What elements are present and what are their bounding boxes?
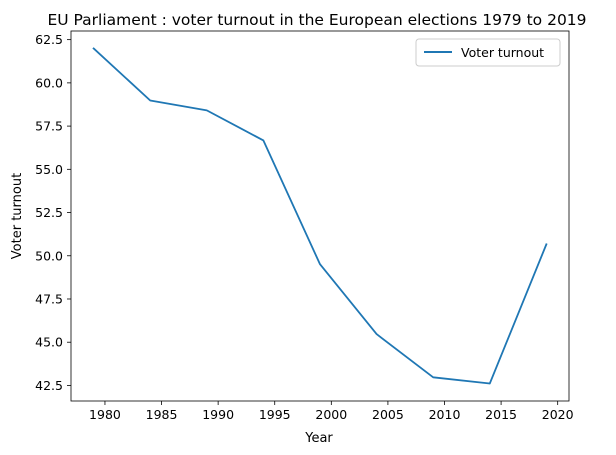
legend-box (415, 38, 561, 67)
data-point (319, 263, 321, 265)
x-tick-label: 1995 (259, 407, 291, 422)
y-tick-label: 57.5 (35, 119, 63, 134)
x-tick-label: 2010 (429, 407, 461, 422)
y-tick-label: 52.5 (35, 205, 63, 220)
data-point (432, 376, 434, 378)
x-tick-label: 1990 (202, 407, 234, 422)
x-axis-ticks: 1980 1985 1990 1995 2000 2005 2010 2015 2020 (89, 401, 574, 422)
x-tick-label: 2000 (315, 407, 347, 422)
y-tick-label: 60.0 (35, 75, 63, 90)
data-point (93, 47, 95, 49)
y-tick-label: 42.5 (35, 378, 63, 393)
data-point (376, 333, 378, 335)
x-tick-label: 2005 (372, 407, 404, 422)
y-tick-label: 47.5 (35, 291, 63, 306)
series-lines (92, 47, 548, 385)
legend: Voter turnout (415, 38, 561, 67)
y-tick-label: 45.0 (35, 335, 63, 350)
y-tick-label: 50.0 (35, 248, 63, 263)
x-axis-label: Year (304, 431, 333, 446)
x-tick-label: 1980 (89, 407, 121, 422)
y-tick-label: 55.0 (35, 162, 63, 177)
data-point (489, 383, 491, 385)
chart-title: EU Parliament : voter turnout in the Eur… (47, 11, 586, 29)
data-point (545, 243, 547, 245)
y-axis-ticks: 42.5 45.0 47.5 50.0 52.5 55.0 57.5 60.0 62.5 (35, 32, 71, 393)
y-axis-label: Voter turnout (10, 173, 25, 259)
legend-label: Voter turnout (461, 45, 544, 60)
x-tick-label: 1985 (146, 407, 178, 422)
data-point (262, 139, 264, 141)
series-line-0 (92, 47, 548, 385)
plot-area (70, 30, 570, 402)
x-tick-label: 2015 (485, 407, 517, 422)
data-point (206, 109, 208, 111)
x-tick-label: 2020 (542, 407, 574, 422)
data-point (149, 100, 151, 102)
y-tick-label: 62.5 (35, 32, 63, 47)
